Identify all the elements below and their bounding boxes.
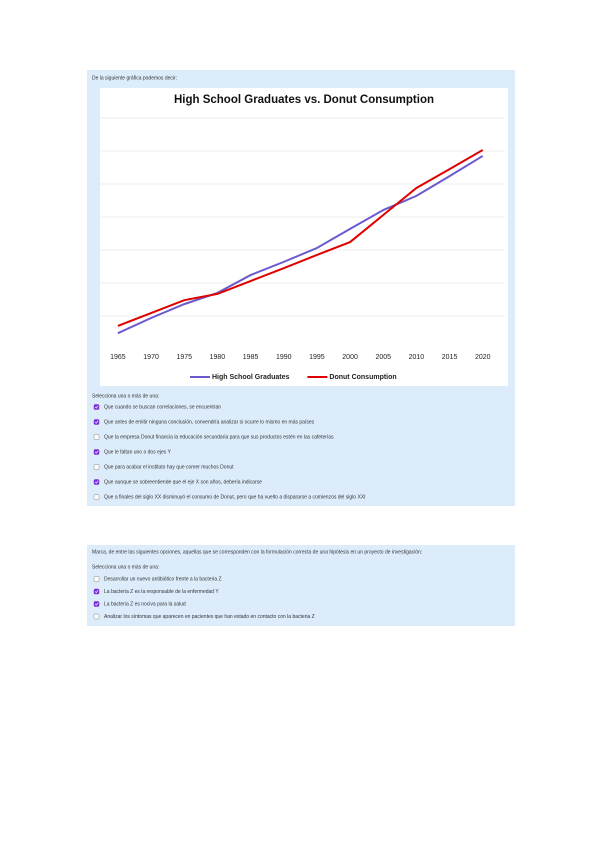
instruction: Selecciona una o más de una: — [92, 564, 159, 570]
option-label[interactable]: La bacteria Z es nociva para la salud — [104, 601, 186, 607]
instruction: Selecciona una o más de una: — [92, 393, 159, 399]
data-line — [117, 155, 484, 335]
checkmark — [94, 602, 99, 606]
option-label[interactable]: Que a finales del siglo XX disminuyó el … — [104, 494, 366, 500]
option-label[interactable]: Analizar los síntomas que aparecen en pa… — [104, 614, 315, 620]
option-label[interactable]: Que le faltan uno o dos ejes Y — [104, 449, 172, 455]
checkmark — [94, 405, 99, 409]
x-tick-label: 1970 — [143, 354, 159, 361]
x-tick-label: 1980 — [210, 354, 226, 361]
checkbox[interactable] — [93, 434, 100, 440]
data-line — [117, 149, 484, 327]
question-panel — [87, 545, 515, 626]
legend-label: Donut Consumption — [329, 374, 396, 381]
checkbox[interactable] — [93, 464, 100, 470]
option-label[interactable]: Que para acabar el instituto hay que com… — [104, 464, 234, 470]
x-tick-label: 2000 — [342, 354, 358, 361]
checkbox[interactable] — [93, 576, 100, 582]
x-tick-label: 2015 — [442, 354, 458, 361]
x-tick-label: 2010 — [409, 354, 425, 361]
option-label[interactable]: Desarrollar un nuevo antibiótico frente … — [104, 576, 222, 582]
checkbox[interactable] — [93, 613, 100, 620]
x-tick-label: 2020 — [475, 354, 491, 361]
checkmark — [94, 590, 99, 594]
checkmark — [94, 420, 99, 424]
question-intro: De la siguiente gráfica podemos decir: — [92, 75, 177, 81]
legend-label: High School Graduates — [212, 374, 290, 381]
checkbox[interactable] — [93, 404, 100, 410]
x-tick-label: 1995 — [309, 354, 325, 361]
x-tick-label: 1965 — [110, 354, 126, 361]
checkbox[interactable] — [93, 601, 100, 607]
checkbox[interactable] — [93, 479, 100, 485]
checkmark — [94, 450, 99, 454]
checkmark — [94, 480, 99, 484]
question-prompt: Marca, de entre las siguientes opciones,… — [92, 549, 422, 555]
option-label[interactable]: Que cuando se buscan correlaciones, se e… — [104, 404, 221, 410]
chart-area — [100, 88, 508, 386]
checkbox[interactable] — [93, 449, 100, 455]
option-label[interactable]: Que antes de emitir ninguna conclusión, … — [104, 419, 315, 425]
checkbox[interactable] — [93, 419, 100, 425]
x-tick-label: 1985 — [243, 354, 259, 361]
chart-title: High School Graduates vs. Donut Consumpt… — [174, 94, 434, 106]
option-label[interactable]: Que la empresa Donut financia la educaci… — [104, 434, 334, 440]
option-label[interactable]: Que aunque se sobreentiende que el eje X… — [104, 479, 262, 485]
x-tick-label: 1975 — [176, 354, 192, 361]
checkbox[interactable] — [93, 494, 100, 500]
x-tick-label: 1990 — [276, 354, 292, 361]
option-label[interactable]: La bacteria Z es la responsable de la en… — [104, 589, 219, 595]
checkbox[interactable] — [93, 588, 100, 595]
x-tick-label: 2005 — [375, 354, 391, 361]
